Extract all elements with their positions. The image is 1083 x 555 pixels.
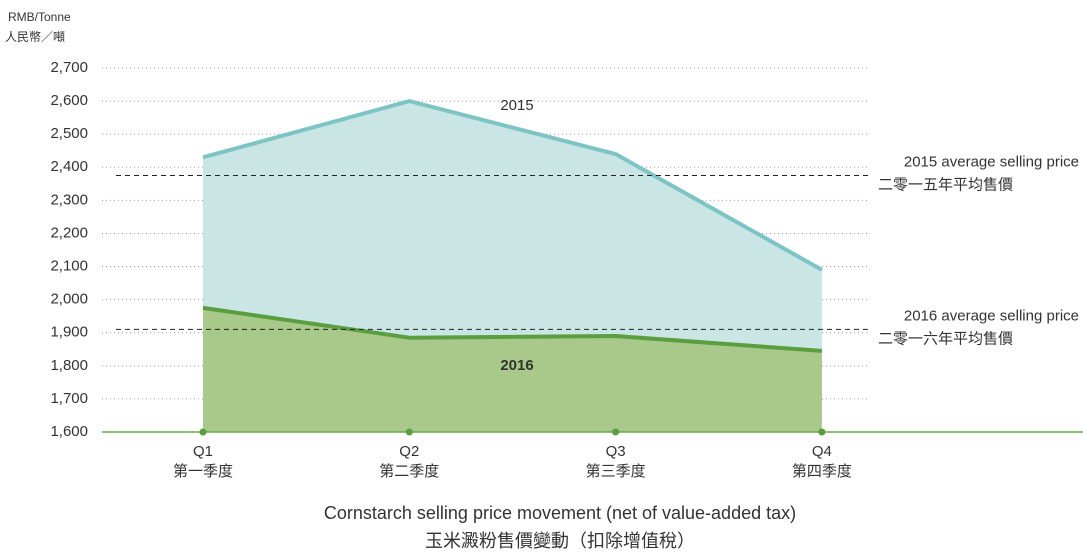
y-tick-label: 2,600 xyxy=(50,92,88,109)
y-tick-label: 2,400 xyxy=(50,158,88,175)
x-tick-dot xyxy=(406,429,413,436)
x-tick-label-zh: 第四季度 xyxy=(792,462,852,480)
x-tick-label: Q3 xyxy=(606,443,626,460)
y-tick-label: 2,200 xyxy=(50,224,88,241)
x-tick-label-zh: 第二季度 xyxy=(379,462,439,480)
series-label: 2015 xyxy=(500,97,533,114)
y-tick-label: 2,500 xyxy=(50,125,88,142)
chart: RMB/Tonne 人民幣／噸 Cornstarch selling price… xyxy=(0,0,1083,555)
y-tick-label: 1,800 xyxy=(50,357,88,374)
x-tick-label-zh: 第一季度 xyxy=(173,462,233,480)
x-tick-dot xyxy=(612,429,619,436)
x-tick-label: Q1 xyxy=(193,443,213,460)
reference-label-zh: 二零一六年平均售價 xyxy=(878,330,1013,347)
y-tick-label: 2,100 xyxy=(50,258,88,275)
y-unit-zh: 人民幣／噸 xyxy=(5,30,65,44)
y-tick-label: 2,000 xyxy=(50,291,88,308)
reference-label: 2016 average selling price xyxy=(904,307,1079,324)
y-tick-label: 2,300 xyxy=(50,191,88,208)
x-tick-dot xyxy=(818,429,825,436)
x-tick-label: Q2 xyxy=(399,443,419,460)
y-tick-label: 2,700 xyxy=(50,59,88,76)
caption-zh: 玉米澱粉售價變動（扣除增值稅） xyxy=(425,531,695,551)
y-tick-label: 1,900 xyxy=(50,324,88,341)
caption: Cornstarch selling price movement (net o… xyxy=(324,503,796,523)
x-tick-dot xyxy=(200,429,207,436)
x-tick-label: Q4 xyxy=(812,443,832,460)
x-tick-label-zh: 第三季度 xyxy=(586,462,646,480)
y-tick-label: 1,600 xyxy=(50,423,88,440)
series-label: 2016 xyxy=(500,357,533,374)
y-unit: RMB/Tonne xyxy=(8,10,71,24)
reference-label: 2015 average selling price xyxy=(904,154,1079,171)
y-tick-label: 1,700 xyxy=(50,390,88,407)
reference-label-zh: 二零一五年平均售價 xyxy=(878,177,1013,194)
